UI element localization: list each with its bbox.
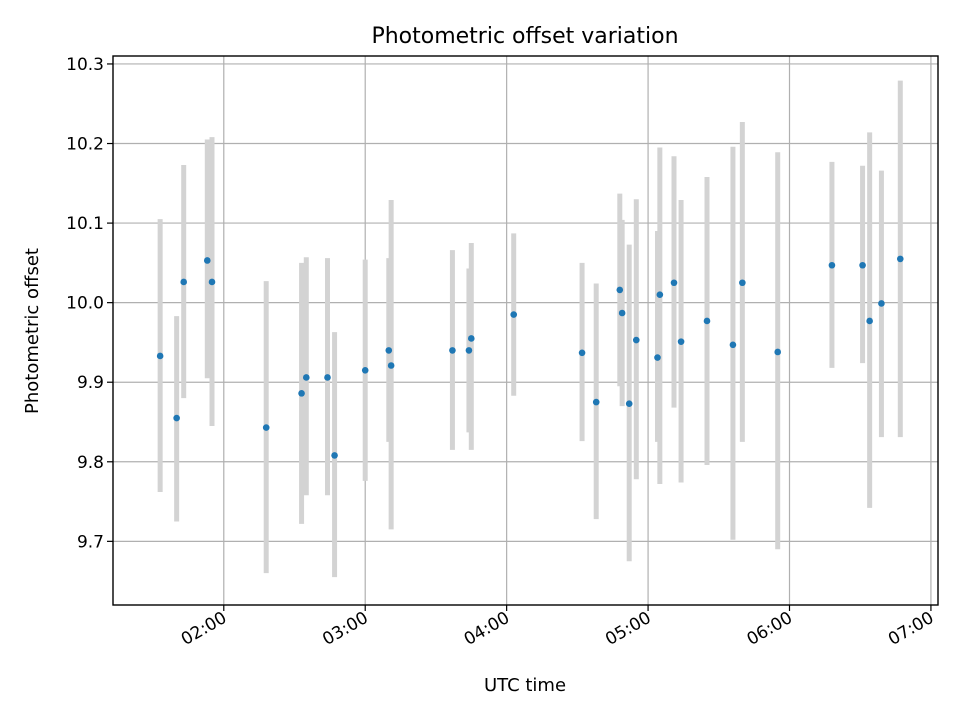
data-point	[774, 348, 782, 356]
data-point	[449, 347, 456, 354]
data-point	[739, 279, 746, 287]
x-tick-label: 04:00	[461, 608, 513, 650]
data-point	[180, 278, 188, 286]
x-tick-label: 06:00	[744, 608, 796, 650]
y-axis-label: Photometric offset	[22, 248, 43, 414]
data-point	[656, 291, 664, 298]
data-point	[618, 309, 626, 317]
data-point	[896, 255, 904, 263]
data-point	[156, 352, 164, 360]
data-point	[677, 338, 685, 345]
data-point	[616, 286, 624, 294]
data-point	[203, 257, 211, 264]
grid	[113, 56, 938, 605]
plot-frame	[112, 55, 939, 606]
data-point	[866, 317, 873, 325]
data-point	[632, 336, 640, 344]
data-point	[385, 347, 393, 354]
x-axis-label: UTC time	[484, 675, 566, 696]
data-point	[331, 452, 338, 459]
data-point	[878, 300, 885, 307]
data-point	[302, 374, 310, 381]
data-point	[670, 279, 678, 287]
x-axis: 02:00 03:00 04:00 05:00 06:00 07:00	[178, 605, 937, 650]
y-tick-label: 10.0	[66, 294, 104, 314]
data-point	[703, 317, 711, 325]
data-point	[262, 424, 270, 431]
data-point	[324, 374, 331, 381]
data-point	[298, 390, 305, 397]
x-tick-label: 02:00	[178, 608, 230, 650]
data-point	[387, 362, 395, 369]
y-tick-label: 9.9	[77, 373, 104, 393]
y-axis: 9.7 9.8 9.9 10.0 10.1 10.2 10.3	[66, 55, 113, 552]
data-points	[156, 255, 904, 459]
y-tick-label: 10.3	[66, 55, 104, 75]
data-point	[625, 400, 633, 408]
data-point	[828, 261, 836, 269]
data-point	[654, 354, 661, 361]
y-tick-label: 10.2	[66, 135, 104, 155]
y-tick-label: 9.8	[77, 453, 104, 473]
x-tick-label: 07:00	[885, 608, 937, 650]
data-point	[361, 366, 369, 374]
data-point	[173, 414, 180, 422]
data-point	[729, 341, 737, 349]
x-tick-label: 05:00	[602, 608, 654, 650]
data-point	[578, 349, 586, 357]
y-tick-label: 10.1	[66, 214, 104, 234]
chart-title: Photometric offset variation	[371, 24, 678, 49]
data-point	[208, 278, 216, 286]
data-point	[467, 335, 475, 342]
data-point	[465, 347, 473, 354]
x-tick-label: 03:00	[319, 608, 371, 650]
data-point	[859, 261, 866, 269]
data-point	[592, 398, 600, 406]
data-point	[510, 311, 518, 318]
y-tick-label: 9.7	[77, 532, 104, 552]
